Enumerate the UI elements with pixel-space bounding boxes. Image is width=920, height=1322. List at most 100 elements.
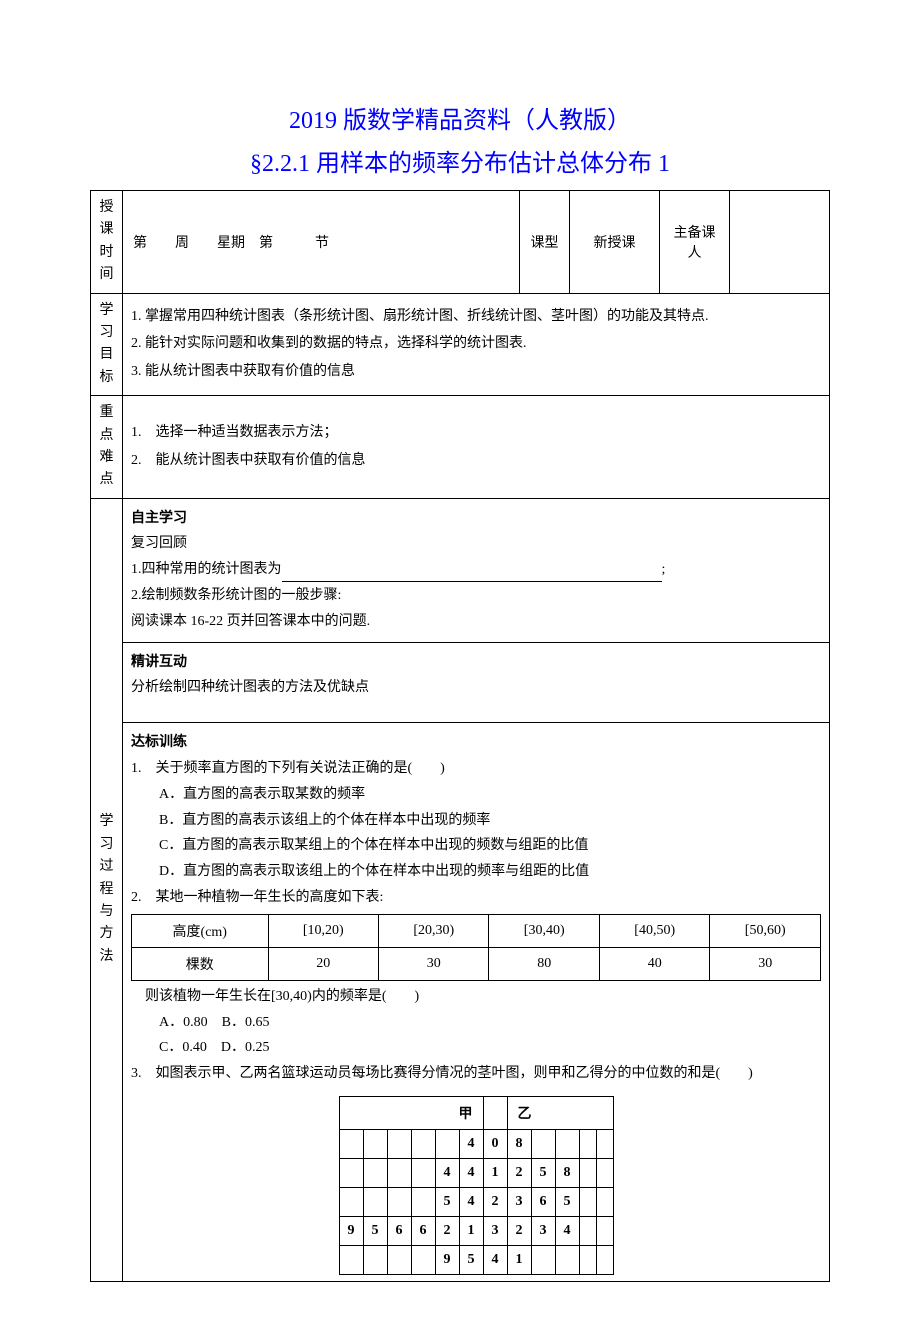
sl-left-cell [411,1159,435,1188]
q2-v3: 40 [599,947,709,980]
sl-right-cell: 8 [555,1159,579,1188]
q2-table: 高度(cm) [10,20) [20,30) [30,40) [40,50) [… [131,914,821,981]
q2-table-header-row: 高度(cm) [10,20) [20,30) [30,40) [40,50) [… [132,914,821,947]
sl-stem-cell: 4 [483,1246,507,1275]
sl-left-cell [411,1130,435,1159]
sl-left-cell [339,1246,363,1275]
sl-left-cell: 5 [363,1217,387,1246]
q2-v0: 20 [268,947,378,980]
stem-leaf-row: 9566213234 [339,1217,613,1246]
diff-2: 2. 能从统计图表中获取有价值的信息 [131,449,821,473]
sl-left-cell: 5 [435,1188,459,1217]
goals-cell: 1. 掌握常用四种统计图表（条形统计图、扇形统计图、折线统计图、茎叶图）的功能及… [123,293,830,396]
practice-cell: 达标训练 1. 关于频率直方图的下列有关说法正确的是( ) A．直方图的高表示取… [123,723,830,1282]
difficulties-cell: 1. 选择一种适当数据表示方法； 2. 能从统计图表中获取有价值的信息 [123,396,830,499]
lecture-title: 精讲互动 [131,651,821,675]
q2-h0: 高度(cm) [132,914,269,947]
sl-stem-cell: 2 [483,1188,507,1217]
sl-stem-cell: 0 [483,1130,507,1159]
q3-stem: 3. 如图表示甲、乙两名篮球运动员每场比赛得分情况的茎叶图，则甲和乙得分的中位数… [131,1062,821,1086]
sl-left-cell: 4 [435,1159,459,1188]
sl-left-cell [363,1246,387,1275]
sl-right-cell: 5 [555,1188,579,1217]
sl-left-cell: 1 [459,1217,483,1246]
sl-header-right: 乙 [507,1097,613,1130]
stem-leaf-plot: 甲 乙 40844125854236595662132349541 [339,1096,614,1275]
page-title-1: 2019 版数学精品资料（人教版） [90,100,830,135]
sl-left-cell: 6 [387,1217,411,1246]
prep-label: 主备课 人 [660,191,730,294]
q2-optAB: A．0.80 B．0.65 [131,1011,821,1035]
sl-right-cell: 2 [507,1217,531,1246]
sl-left-cell [363,1159,387,1188]
diff-1: 1. 选择一种适当数据表示方法； [131,421,821,445]
sl-right-cell [596,1217,613,1246]
stem-leaf-row: 408 [339,1130,613,1159]
q2-v1: 30 [378,947,488,980]
label-process: 学 习 过 程 与 方 法 [91,498,123,1281]
sl-stem-cell: 3 [483,1217,507,1246]
ktype-label: 课型 [520,191,570,294]
sl-stem-cell: 1 [483,1159,507,1188]
sl-left-cell [339,1159,363,1188]
sl-right-cell: 5 [531,1159,555,1188]
page-title-2: §2.2.1 用样本的频率分布估计总体分布 1 [90,143,830,178]
blank-line[interactable] [282,581,662,582]
sl-left-cell [411,1188,435,1217]
self-study-l2-prefix: 1.四种常用的统计图表为 [131,562,282,577]
sl-header-left: 甲 [339,1097,483,1130]
q2-v4: 30 [710,947,821,980]
label-difficulties: 重 点 难 点 [91,396,123,499]
sl-right-cell [555,1246,579,1275]
lecture-l1: 分析绘制四种统计图表的方法及优缺点 [131,676,821,700]
sl-left-cell: 4 [459,1188,483,1217]
sl-left-cell [363,1130,387,1159]
q2-h1: [10,20) [268,914,378,947]
sl-left-cell: 5 [459,1246,483,1275]
self-study-l2-suffix: ; [662,562,666,577]
sl-right-cell [555,1130,579,1159]
q2-rowlabel: 棵数 [132,947,269,980]
goal-2: 2. 能针对实际问题和收集到的数据的特点，选择科学的统计图表. [131,332,821,356]
self-study-cell: 自主学习 复习回顾 1.四种常用的统计图表为; 2.绘制频数条形统计图的一般步骤… [123,498,830,642]
self-study-l1: 复习回顾 [131,532,821,556]
q2-h2: [20,30) [378,914,488,947]
sl-left-cell [363,1188,387,1217]
practice-title: 达标训练 [131,731,821,755]
q1-stem: 1. 关于频率直方图的下列有关说法正确的是( ) [131,757,821,781]
sl-left-cell [411,1246,435,1275]
sl-left-cell: 9 [435,1246,459,1275]
sl-right-cell [596,1130,613,1159]
lesson-plan-table: 授 课 时 间 第 周 星期 第 节 课型 新授课 主备课 人 学 习 目 标 … [90,190,830,1282]
sl-left-cell [387,1130,411,1159]
sl-right-cell [579,1246,596,1275]
q2-h4: [40,50) [599,914,709,947]
sl-left-cell [339,1188,363,1217]
q2-optCD: C．0.40 D．0.25 [131,1036,821,1060]
sl-right-cell [596,1188,613,1217]
sl-right-cell: 6 [531,1188,555,1217]
lecture-cell: 精讲互动 分析绘制四种统计图表的方法及优缺点 [123,642,830,723]
sl-left-cell [339,1130,363,1159]
stem-leaf-row: 542365 [339,1188,613,1217]
sl-right-cell [596,1246,613,1275]
q2-h5: [50,60) [710,914,821,947]
label-goals: 学 习 目 标 [91,293,123,396]
sl-left-cell [387,1159,411,1188]
q1-a: A．直方图的高表示取某数的频率 [131,783,821,807]
sl-right-cell [579,1188,596,1217]
ktype-value: 新授课 [570,191,660,294]
self-study-l4: 阅读课本 16-22 页并回答课本中的问题. [131,610,821,634]
sl-right-cell: 8 [507,1130,531,1159]
prep-value [730,191,830,294]
sl-right-cell [596,1159,613,1188]
sl-left-cell: 2 [435,1217,459,1246]
sl-right-cell [531,1130,555,1159]
goal-3: 3. 能从统计图表中获取有价值的信息 [131,360,821,384]
sl-right-cell: 3 [531,1217,555,1246]
q1-d: D．直方图的高表示取该组上的个体在样本中出现的频率与组距的比值 [131,860,821,884]
sl-right-cell [579,1130,596,1159]
sl-right-cell: 2 [507,1159,531,1188]
self-study-title: 自主学习 [131,507,821,531]
self-study-l2: 1.四种常用的统计图表为; [131,558,821,582]
